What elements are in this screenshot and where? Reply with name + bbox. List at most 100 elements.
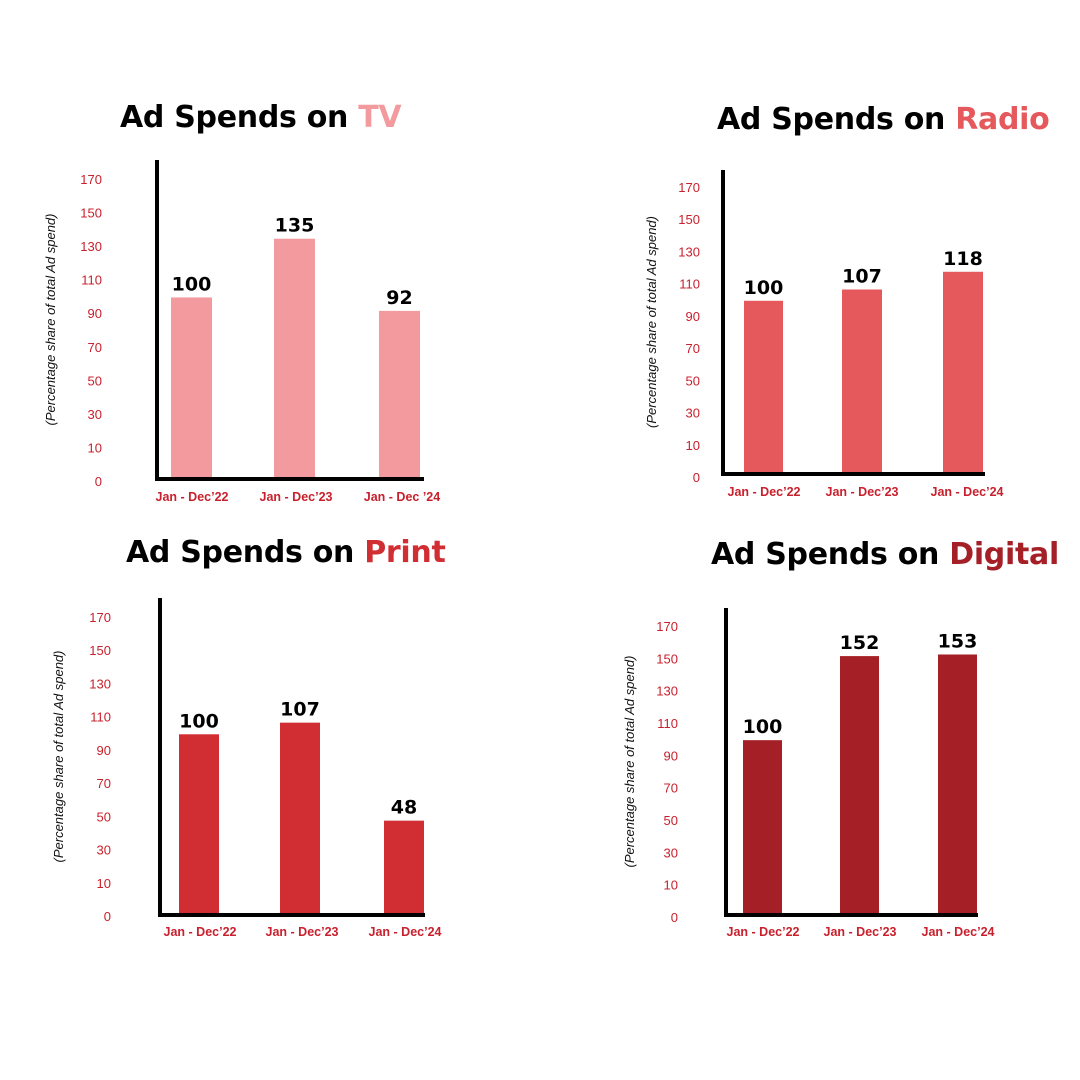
y-tick-label: 110 <box>90 710 111 725</box>
bar <box>384 820 424 915</box>
bar-value-label: 48 <box>391 797 417 819</box>
bar-value-label: 135 <box>275 215 315 237</box>
y-tick-label: 90 <box>664 748 678 763</box>
bar-value-label: 107 <box>280 699 320 721</box>
chart-title: Ad Spends on Radio <box>717 102 1050 137</box>
x-tick-label: Jan - Dec’24 <box>931 485 1004 499</box>
bar-value-label: 100 <box>744 277 784 299</box>
y-tick-label: 10 <box>88 440 102 455</box>
y-axis-label: (Percentage share of total Ad spend) <box>644 216 659 428</box>
chart-title-accent: Radio <box>955 102 1050 137</box>
bar-value-label: 153 <box>938 630 978 652</box>
x-tick-label: Jan - Dec’24 <box>369 925 442 939</box>
chart-group: 0 10 30 50 70 90 110 130 150 170 (Percentage share… <box>644 170 1004 499</box>
y-tick-label: 130 <box>89 676 111 691</box>
y-tick-label: 50 <box>686 373 700 388</box>
y-tick-label: 10 <box>664 878 678 893</box>
bar-value-label: 100 <box>179 710 219 732</box>
x-tick-label: Jan - Dec’23 <box>260 490 333 504</box>
chart-title-accent: TV <box>358 100 402 135</box>
y-tick-label: 150 <box>80 206 102 221</box>
y-tick-label: 50 <box>664 813 678 828</box>
y-tick-label: 50 <box>88 373 102 388</box>
y-tick-label: 110 <box>81 273 102 288</box>
x-tick-label: Jan - Dec’22 <box>728 485 801 499</box>
y-tick-label: 170 <box>80 172 102 187</box>
y-tick-label: 10 <box>686 438 700 453</box>
chart-title-prefix: Ad Spends on <box>717 102 956 137</box>
bar <box>274 238 315 479</box>
bar-value-label: 100 <box>172 273 212 295</box>
chart-title: Ad Spends on TV <box>120 100 402 135</box>
bar <box>379 310 420 479</box>
y-tick-label: 110 <box>657 716 678 731</box>
y-axis-label: (Percentage share of total Ad spend) <box>43 214 58 426</box>
y-tick-label: 130 <box>80 239 102 254</box>
y-tick-label: 170 <box>89 610 111 625</box>
y-tick-label: 110 <box>679 277 700 292</box>
bar <box>842 289 882 474</box>
x-tick-label: Jan - Dec’23 <box>266 925 339 939</box>
y-tick-label: 0 <box>104 909 111 924</box>
y-tick-label: 0 <box>95 474 102 489</box>
bar <box>179 734 219 915</box>
bar <box>744 300 783 474</box>
y-tick-label: 150 <box>89 643 111 658</box>
y-tick-label: 130 <box>656 684 678 699</box>
y-tick-label: 0 <box>671 910 678 925</box>
chart-group: 0 10 30 50 70 90 110 130 150 170 (Percentage share… <box>43 160 440 504</box>
bar-value-label: 92 <box>386 287 412 309</box>
bar <box>280 722 320 915</box>
y-tick-label: 70 <box>97 776 111 791</box>
y-tick-label: 10 <box>97 876 111 891</box>
y-tick-label: 50 <box>97 809 111 824</box>
y-tick-label: 90 <box>97 743 111 758</box>
chart-title-accent: Print <box>364 535 446 570</box>
y-tick-label: 170 <box>656 619 678 634</box>
bar <box>943 271 983 474</box>
y-axis-label: (Percentage share of total Ad spend) <box>51 651 66 863</box>
x-tick-label: Jan - Dec’22 <box>156 490 229 504</box>
chart-title-accent: Digital <box>949 537 1059 572</box>
bar-value-label: 100 <box>743 716 783 738</box>
y-tick-label: 70 <box>664 781 678 796</box>
chart-title-prefix: Ad Spends on <box>126 535 365 570</box>
x-tick-label: Jan - Dec’22 <box>727 925 800 939</box>
chart-title-prefix: Ad Spends on <box>711 537 950 572</box>
y-tick-label: 170 <box>678 180 700 195</box>
y-tick-label: 30 <box>97 843 111 858</box>
bar <box>938 654 977 915</box>
y-tick-label: 90 <box>88 306 102 321</box>
chart-group: 0 10 30 50 70 90 110 130 150 170 (Percentage share… <box>622 608 995 939</box>
y-tick-label: 90 <box>686 309 700 324</box>
chart-group: 0 10 30 50 70 90 110 130 150 170 (Percentage share… <box>51 598 442 939</box>
chart-title: Ad Spends on Print <box>126 535 446 570</box>
bar <box>743 740 782 915</box>
bar <box>171 297 212 479</box>
bar-value-label: 152 <box>840 632 880 654</box>
y-tick-label: 30 <box>88 407 102 422</box>
chart-title: Ad Spends on Digital <box>711 537 1059 572</box>
y-axis-label: (Percentage share of total Ad spend) <box>622 656 637 868</box>
chart-title-prefix: Ad Spends on <box>120 100 359 135</box>
x-tick-label: Jan - Dec’24 <box>922 925 995 939</box>
y-tick-label: 0 <box>693 470 700 485</box>
bar-value-label: 118 <box>943 248 983 270</box>
y-tick-label: 30 <box>664 845 678 860</box>
bar-value-label: 107 <box>842 266 882 288</box>
x-tick-label: Jan - Dec’22 <box>164 925 237 939</box>
y-tick-label: 150 <box>656 651 678 666</box>
bar <box>840 656 879 915</box>
y-tick-label: 150 <box>678 212 700 227</box>
y-tick-label: 70 <box>686 341 700 356</box>
x-tick-label: Jan - Dec’23 <box>824 925 897 939</box>
y-tick-label: 70 <box>88 340 102 355</box>
x-tick-label: Jan - Dec ’24 <box>364 490 440 504</box>
y-tick-label: 130 <box>678 244 700 259</box>
y-tick-label: 30 <box>686 406 700 421</box>
x-tick-label: Jan - Dec’23 <box>826 485 899 499</box>
